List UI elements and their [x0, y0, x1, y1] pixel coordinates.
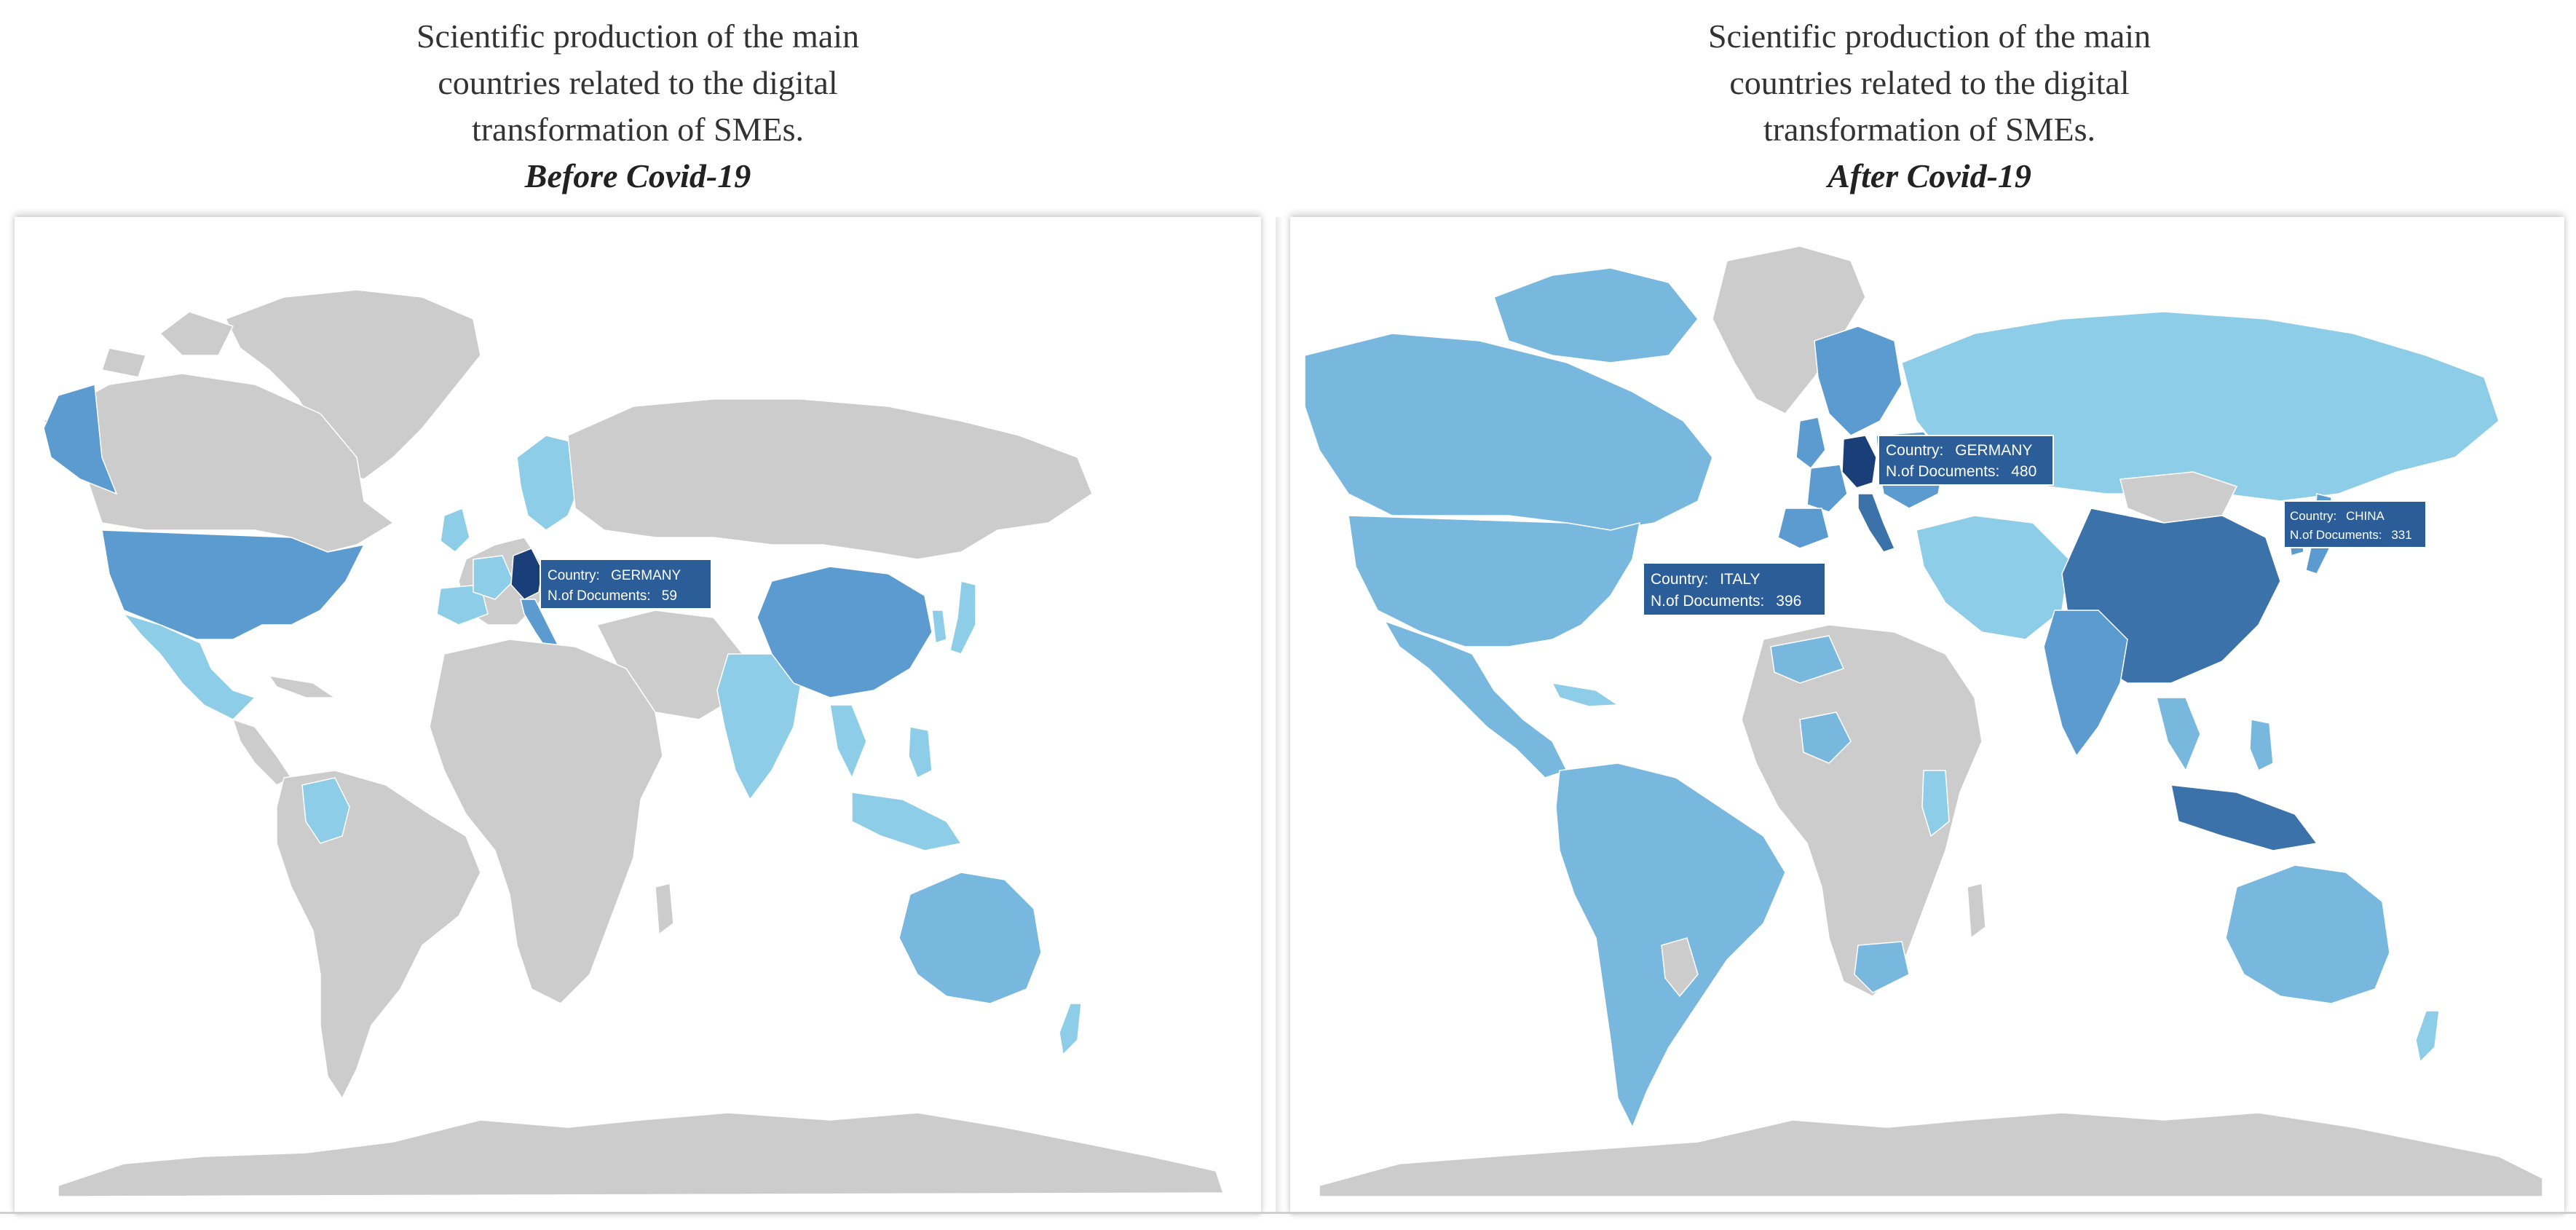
- country-korea[interactable]: [931, 610, 947, 644]
- svg-text:Country: ITALY: Country: ITALY: [1651, 571, 1760, 588]
- map-title-after: Scientific production of the main countr…: [1283, 13, 2576, 204]
- country-colombia[interactable]: [301, 777, 350, 844]
- country-southeast-asia[interactable]: [2156, 697, 2201, 772]
- tooltip-docs-label: N.of Documents:: [2290, 528, 2382, 542]
- country-philippines[interactable]: [908, 726, 933, 779]
- country-nigeria[interactable]: [1799, 711, 1852, 764]
- country-middle-east[interactable]: [1916, 515, 2070, 640]
- svg-text:Country: GERMANY: Country: GERMANY: [1886, 442, 2032, 459]
- title-line: countries related to the digital: [1729, 64, 2130, 101]
- country-china[interactable]: [756, 566, 933, 698]
- country-south-america[interactable]: [276, 770, 481, 1100]
- country-france[interactable]: [1806, 464, 1848, 513]
- title-line: countries related to the digital: [438, 64, 838, 101]
- tooltip-docs-label: N.of Documents:: [1651, 593, 1764, 610]
- tooltip-germany-before: Country: GERMANY N.of Documents: 59: [540, 559, 712, 610]
- country-scandinavia[interactable]: [516, 435, 583, 531]
- period-label-before: Before Covid-19: [524, 157, 751, 194]
- world-map-after[interactable]: Country: GERMANY N.of Documents: 480 Cou…: [1290, 217, 2564, 1214]
- svg-text:N.of Documents: 480: N.of Documents: 480: [1886, 463, 2036, 480]
- country-japan[interactable]: [949, 580, 976, 655]
- svg-text:N.of Documents: 59: N.of Documents: 59: [548, 588, 677, 604]
- country-usa-alaska[interactable]: [43, 384, 118, 495]
- country-france[interactable]: [473, 555, 514, 600]
- country-germany[interactable]: [510, 548, 543, 600]
- country-uk[interactable]: [1795, 417, 1826, 470]
- tooltip-docs-value: 480: [2011, 463, 2036, 480]
- tooltip-country-label: Country:: [548, 568, 600, 583]
- tooltip-country-value: CHINA: [2346, 509, 2385, 523]
- country-africa[interactable]: [429, 639, 663, 1004]
- title-line: Scientific production of the main: [416, 17, 860, 55]
- country-uk[interactable]: [440, 507, 470, 553]
- country-east-africa[interactable]: [1921, 770, 1950, 837]
- tooltip-docs-value: 396: [1776, 593, 1801, 610]
- svg-text:N.of Documents: 396: N.of Documents: 396: [1651, 593, 1801, 610]
- tooltip-germany-after: Country: GERMANY N.of Documents: 480: [1878, 435, 2054, 486]
- map-title-before: Scientific production of the main countr…: [0, 13, 1276, 204]
- country-mexico[interactable]: [1383, 620, 1568, 778]
- tooltip-docs-label: N.of Documents:: [548, 588, 651, 604]
- map-panel-before: Scientific production of the main countr…: [0, 0, 1276, 1230]
- panel-divider: [1276, 217, 1283, 1214]
- tooltip-country-label: Country:: [1651, 571, 1708, 588]
- country-greenland[interactable]: [1712, 245, 1866, 414]
- country-indonesia[interactable]: [2170, 784, 2318, 851]
- country-usa[interactable]: [101, 529, 366, 640]
- country-russia[interactable]: [567, 398, 1093, 560]
- country-south-america-nodata[interactable]: [1661, 937, 1699, 998]
- country-italy[interactable]: [1857, 493, 1896, 553]
- country-australia[interactable]: [2225, 864, 2390, 1004]
- country-scandinavia[interactable]: [1814, 326, 1903, 436]
- tooltip-docs-label: N.of Documents:: [1886, 463, 1999, 480]
- world-map-svg-after: Country: GERMANY N.of Documents: 480 Cou…: [1304, 245, 2543, 1197]
- country-philippines[interactable]: [2249, 719, 2274, 772]
- country-canada-islands[interactable]: [1493, 267, 1699, 363]
- country-australia[interactable]: [898, 872, 1042, 1004]
- country-canada[interactable]: [42, 373, 395, 553]
- country-south-africa[interactable]: [1854, 941, 1910, 993]
- tooltip-docs-value: 331: [2391, 528, 2411, 542]
- tooltip-china-after: Country: CHINA N.of Documents: 331: [2283, 500, 2427, 548]
- title-line: transformation of SMEs.: [1763, 111, 2096, 148]
- tooltip-italy-after: Country: ITALY N.of Documents: 396: [1643, 562, 1826, 616]
- country-india[interactable]: [2043, 610, 2128, 757]
- title-line: Scientific production of the main: [1707, 17, 2152, 55]
- tooltip-country-label: Country:: [2290, 509, 2336, 523]
- country-southeast-asia[interactable]: [829, 704, 867, 779]
- country-cuba[interactable]: [268, 674, 337, 698]
- tooltip-country-value: ITALY: [1720, 571, 1760, 588]
- country-new-zealand[interactable]: [1059, 1003, 1082, 1056]
- tooltip-docs-value: 59: [662, 588, 677, 604]
- country-greenland[interactable]: [224, 289, 481, 480]
- country-madagascar[interactable]: [1967, 883, 1986, 939]
- country-germany[interactable]: [1841, 435, 1877, 489]
- country-cuba[interactable]: [1551, 682, 1620, 707]
- country-canada-islands[interactable]: [101, 311, 234, 378]
- country-malaysia-indonesia[interactable]: [851, 792, 963, 851]
- country-central-america[interactable]: [232, 718, 293, 786]
- world-map-before[interactable]: Country: GERMANY N.of Documents: 59: [15, 217, 1261, 1214]
- tooltip-country-value: GERMANY: [1955, 442, 2032, 459]
- country-spain[interactable]: [1777, 508, 1830, 549]
- country-antarctica[interactable]: [58, 1112, 1225, 1197]
- title-line: transformation of SMEs.: [471, 111, 805, 148]
- tooltip-country-label: Country:: [1886, 442, 1943, 459]
- country-north-africa[interactable]: [1770, 635, 1845, 684]
- country-new-zealand[interactable]: [2415, 1010, 2440, 1063]
- svg-text:Country: GERMANY: Country: GERMANY: [548, 568, 681, 583]
- tooltip-country-value: GERMANY: [611, 568, 681, 583]
- country-antarctica[interactable]: [1319, 1112, 2543, 1197]
- map-panel-after: Scientific production of the main countr…: [1283, 0, 2576, 1230]
- svg-text:N.of Documents: 331: N.of Documents: 331: [2290, 528, 2412, 542]
- period-label-after: After Covid-19: [1828, 157, 2031, 194]
- world-map-svg-before: Country: GERMANY N.of Documents: 59: [42, 289, 1225, 1197]
- svg-text:Country: CHINA: Country: CHINA: [2290, 509, 2385, 523]
- bottom-border: [0, 1212, 2576, 1214]
- country-canada[interactable]: [1304, 333, 1713, 531]
- country-mexico[interactable]: [122, 612, 256, 720]
- country-usa[interactable]: [1348, 515, 1640, 647]
- country-madagascar[interactable]: [655, 883, 674, 936]
